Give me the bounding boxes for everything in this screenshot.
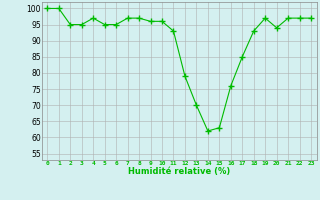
X-axis label: Humidité relative (%): Humidité relative (%) <box>128 167 230 176</box>
